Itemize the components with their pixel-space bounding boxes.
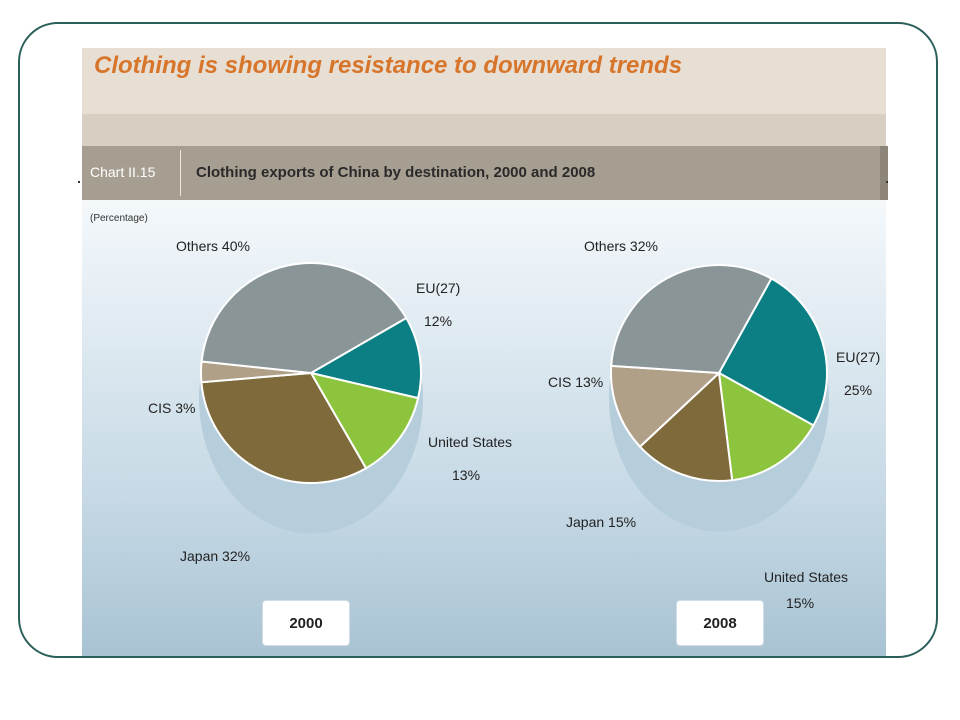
label-2000-others: Others 40% <box>176 238 250 254</box>
pie-slice-2008-united-states <box>717 371 815 482</box>
label-2000-us-value: 13% <box>452 467 480 483</box>
right-edge-dot <box>886 181 888 183</box>
pie-slice-2000-others <box>200 262 408 375</box>
label-2008-us-name: United States <box>764 569 848 585</box>
pie-labels-2008: EU(27) 25% United States 15% Japan 15% C… <box>548 238 880 611</box>
unit-note: (Percentage) <box>90 213 148 224</box>
title-bar-tab <box>880 146 888 200</box>
chart-title-bar <box>82 146 886 200</box>
pie-slice-2000-japan <box>200 371 368 484</box>
left-edge-dot <box>78 181 80 183</box>
pie-chart-2000 <box>199 262 423 534</box>
year-label-2000: 2000 <box>262 600 350 646</box>
label-2008-us-value: 15% <box>786 595 814 611</box>
label-2008-eu-name: EU(27) <box>836 349 880 365</box>
pie-slice-2000-united-states <box>308 371 420 470</box>
label-2000-japan: Japan 32% <box>180 548 250 564</box>
headline-band <box>82 48 886 114</box>
label-2008-eu-value: 25% <box>844 382 872 398</box>
pie-slice-2008-others <box>610 264 773 375</box>
slide-headline: Clothing is showing resistance to downwa… <box>94 52 683 79</box>
label-2008-cis: CIS 13% <box>548 374 603 390</box>
label-2000-cis: CIS 3% <box>148 400 195 416</box>
pie-slice-2000-eu-27 <box>308 316 422 400</box>
label-2000-eu-name: EU(27) <box>416 280 460 296</box>
pie-chart-2008 <box>609 264 829 532</box>
pie-slice-2008-eu-27 <box>717 277 828 427</box>
pie-slice-2008-japan <box>638 370 734 482</box>
label-2000-us-name: United States <box>428 434 512 450</box>
chart-title: Clothing exports of China by destination… <box>196 164 596 181</box>
header-band <box>82 114 886 146</box>
title-bar-divider <box>180 150 181 196</box>
pie-slice-2008-cis <box>610 364 722 449</box>
year-label-2008: 2008 <box>676 600 764 646</box>
chart-number: Chart II.15 <box>90 164 156 180</box>
label-2008-japan: Japan 15% <box>566 514 636 530</box>
pie-labels-2000: EU(27) 12% United States 13% Japan 32% C… <box>148 238 512 564</box>
label-2008-others: Others 32% <box>584 238 658 254</box>
slide-frame <box>18 22 938 658</box>
label-2000-eu-value: 12% <box>424 313 452 329</box>
